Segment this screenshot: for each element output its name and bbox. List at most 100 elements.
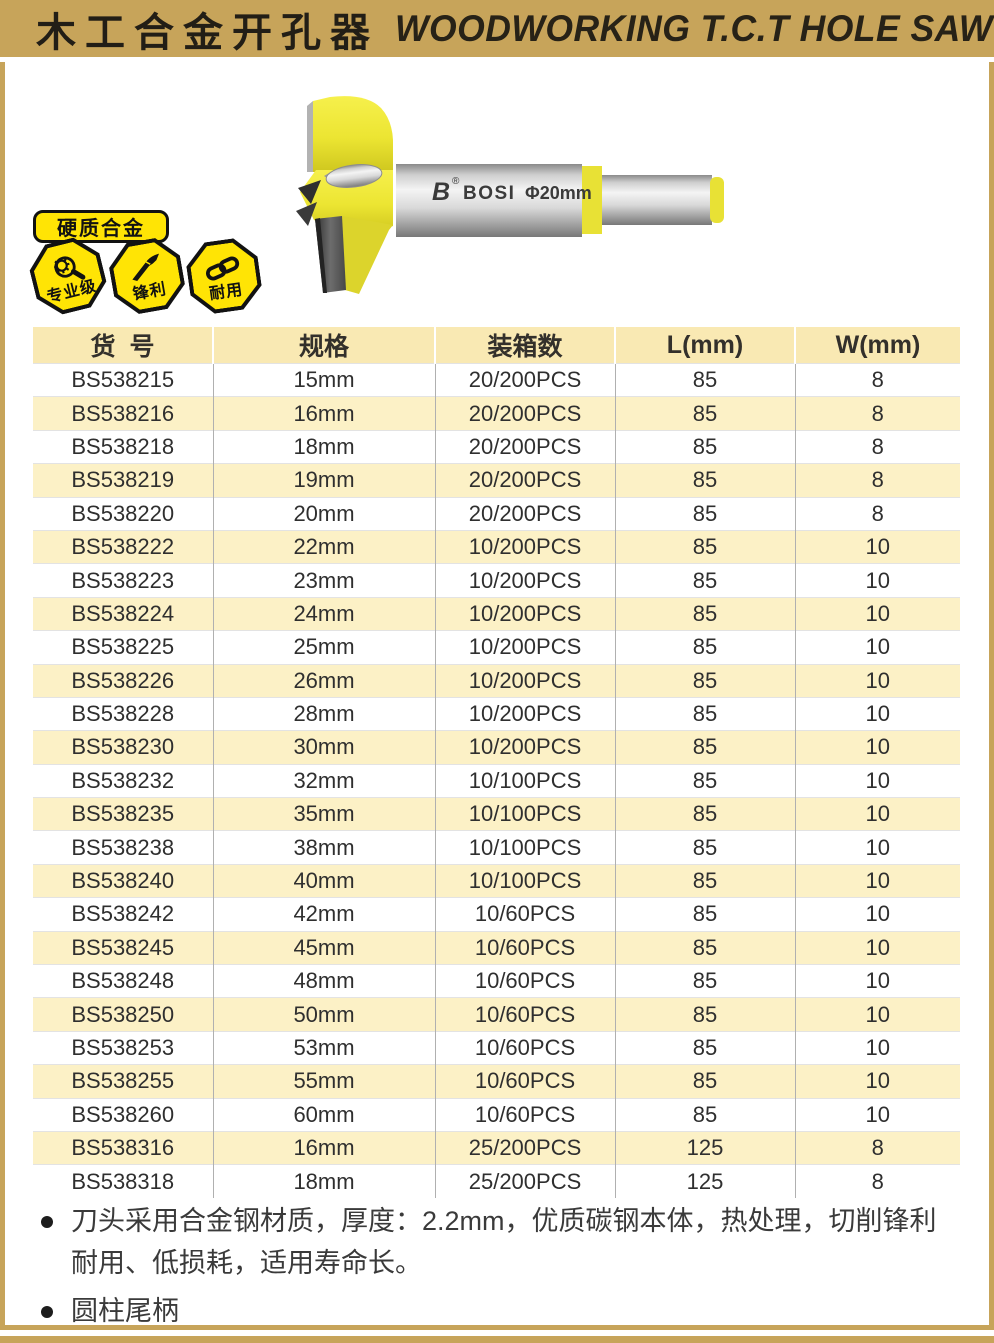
table-cell: 85 xyxy=(615,930,796,965)
table-cell: 53mm xyxy=(213,1030,436,1065)
table-cell: BS538226 xyxy=(33,663,214,698)
table-cell: 16mm xyxy=(213,1130,436,1165)
column-header-length: L(mm) xyxy=(615,327,796,364)
table-cell: 10 xyxy=(795,930,960,965)
table-cell: 85 xyxy=(615,563,796,598)
table-cell: 8 xyxy=(795,362,960,397)
table-row: BS538224 24mm 10/200PCS 85 10 xyxy=(33,596,960,631)
table-row: BS538255 55mm 10/60PCS 85 10 xyxy=(33,1064,960,1099)
table-cell: 10/100PCS xyxy=(435,830,616,865)
table-cell: 10 xyxy=(795,997,960,1032)
table-cell: 85 xyxy=(615,496,796,531)
table-cell: 20/200PCS xyxy=(435,396,616,431)
spec-table-body: BS538215 15mm 20/200PCS 85 8 BS538216 16mm 20/2… xyxy=(33,362,960,1198)
table-cell: BS538242 xyxy=(33,897,214,932)
table-cell: BS538240 xyxy=(33,863,214,898)
table-cell: 10 xyxy=(795,1097,960,1132)
note-text: 刀头采用合金钢材质，厚度：2.2mm，优质碳钢本体，热处理，切削锋利耐用、低损耗… xyxy=(71,1206,937,1278)
table-cell: 85 xyxy=(615,429,796,464)
drill-shank xyxy=(600,175,712,225)
table-row: BS538316 16mm 25/200PCS 125 8 xyxy=(33,1130,960,1165)
table-cell: 35mm xyxy=(213,797,436,831)
table-cell: 85 xyxy=(615,396,796,431)
product-notes: 刀头采用合金钢材质，厚度：2.2mm，优质碳钢本体，热处理，切削锋利耐用、低损耗… xyxy=(33,1200,963,1338)
table-cell: 10/100PCS xyxy=(435,763,616,798)
table-cell: BS538235 xyxy=(33,797,214,831)
table-cell: BS538318 xyxy=(33,1164,214,1198)
table-cell: BS538255 xyxy=(33,1064,214,1099)
table-cell: 10 xyxy=(795,1030,960,1065)
table-cell: 15mm xyxy=(213,362,436,397)
table-cell: 85 xyxy=(615,1030,796,1065)
table-cell: 85 xyxy=(615,696,796,731)
table-cell: 10 xyxy=(795,529,960,564)
table-cell: 55mm xyxy=(213,1064,436,1099)
badge-border: 耐用 xyxy=(183,235,264,316)
table-row: BS538228 28mm 10/200PCS 85 10 xyxy=(33,696,960,731)
header-row: 货 号 规格 装箱数 L(mm) W(mm) xyxy=(33,327,960,364)
table-row: BS538232 32mm 10/100PCS 85 10 xyxy=(33,763,960,798)
table-row: BS538250 50mm 10/60PCS 85 10 xyxy=(33,997,960,1032)
table-cell: BS538218 xyxy=(33,429,214,464)
table-cell: 10/60PCS xyxy=(435,997,616,1032)
bullet-dot xyxy=(41,1216,53,1228)
table-cell: 85 xyxy=(615,463,796,498)
magnifier-gear-icon xyxy=(46,248,87,287)
table-row: BS538230 30mm 10/200PCS 85 10 xyxy=(33,730,960,765)
drill-tip xyxy=(710,177,724,223)
table-cell: 18mm xyxy=(213,429,436,464)
page-title-english: WOODWORKING T.C.T HOLE SAW xyxy=(395,7,993,49)
drill-body xyxy=(396,164,582,237)
note-item: 圆柱尾柄 xyxy=(33,1290,963,1332)
table-row: BS538216 16mm 20/200PCS 85 8 xyxy=(33,396,960,431)
table-cell: BS538260 xyxy=(33,1097,214,1132)
spec-table: 货 号 规格 装箱数 L(mm) W(mm) BS538215 15mm 20/20… xyxy=(33,327,960,1198)
table-cell: 38mm xyxy=(213,830,436,865)
table-cell: 10 xyxy=(795,563,960,598)
table-cell: 85 xyxy=(615,596,796,631)
note-item: 刀头采用合金钢材质，厚度：2.2mm，优质碳钢本体，热处理，切削锋利耐用、低损耗… xyxy=(33,1200,963,1284)
badge-label: 耐用 xyxy=(208,281,245,303)
table-cell: 85 xyxy=(615,630,796,665)
drill-branding: B ® BOSI Φ20mm xyxy=(432,176,592,206)
table-cell: 10 xyxy=(795,596,960,631)
table-cell: 45mm xyxy=(213,930,436,965)
table-cell: 50mm xyxy=(213,997,436,1032)
table-row: BS538318 18mm 25/200PCS 125 8 xyxy=(33,1164,960,1198)
table-cell: 85 xyxy=(615,830,796,865)
table-cell: 85 xyxy=(615,663,796,698)
table-row: BS538238 38mm 10/100PCS 85 10 xyxy=(33,830,960,865)
table-cell: 10/100PCS xyxy=(435,863,616,898)
badge-face: 锋利 xyxy=(110,239,184,313)
table-row: BS538235 35mm 10/100PCS 85 10 xyxy=(33,797,960,831)
table-cell: 125 xyxy=(615,1130,796,1165)
table-cell: 85 xyxy=(615,529,796,564)
table-row: BS538245 45mm 10/60PCS 85 10 xyxy=(33,930,960,965)
table-cell: BS538228 xyxy=(33,696,214,731)
table-cell: 25/200PCS xyxy=(435,1130,616,1165)
table-cell: 10 xyxy=(795,830,960,865)
table-cell: 10/200PCS xyxy=(435,696,616,731)
product-image-hole-saw: B ® BOSI Φ20mm xyxy=(296,96,724,294)
table-cell: 10 xyxy=(795,763,960,798)
table-row: BS538240 40mm 10/100PCS 85 10 xyxy=(33,863,960,898)
table-cell: 8 xyxy=(795,463,960,498)
table-cell: 10/60PCS xyxy=(435,1097,616,1132)
table-cell: 85 xyxy=(615,797,796,831)
table-row: BS538260 60mm 10/60PCS 85 10 xyxy=(33,1097,960,1132)
table-cell: 10/200PCS xyxy=(435,630,616,665)
table-cell: BS538230 xyxy=(33,730,214,765)
table-cell: 85 xyxy=(615,730,796,765)
table-cell: 22mm xyxy=(213,529,436,564)
table-cell: 10/60PCS xyxy=(435,1064,616,1099)
table-row: BS538223 23mm 10/200PCS 85 10 xyxy=(33,563,960,598)
table-cell: 20mm xyxy=(213,496,436,531)
table-cell: 10/200PCS xyxy=(435,529,616,564)
table-cell: BS538238 xyxy=(33,830,214,865)
table-cell: 85 xyxy=(615,1097,796,1132)
brand-name: BOSI xyxy=(463,183,515,204)
knife-icon xyxy=(125,249,166,287)
table-row: BS538220 20mm 20/200PCS 85 8 xyxy=(33,496,960,531)
spec-table-header: 货 号 规格 装箱数 L(mm) W(mm) xyxy=(33,327,960,364)
badge-sharp: 锋利 xyxy=(105,234,188,317)
